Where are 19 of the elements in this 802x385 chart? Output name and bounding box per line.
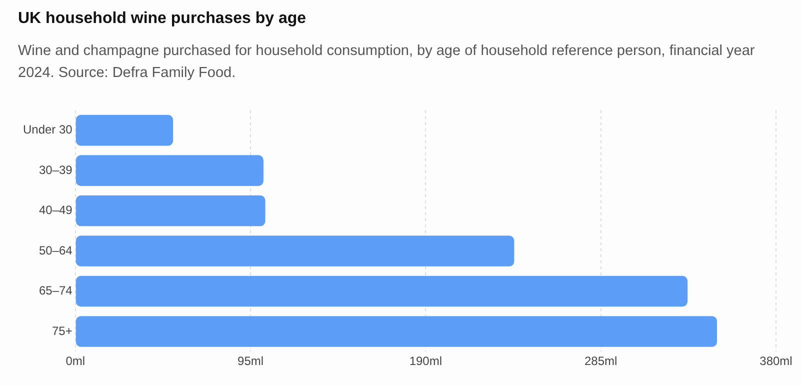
y-tick-label: Under 30 — [22, 122, 73, 137]
chart-title: UK household wine purchases by age — [18, 10, 306, 28]
chart-subtitle: Wine and champagne purchased for household consumption, by age of household reference person, financial year 2024. Source: Defra Family Food. — [18, 42, 756, 83]
bar — [76, 316, 717, 347]
bar — [76, 236, 514, 266]
x-tick-label: 380ml — [760, 354, 792, 368]
x-tick-label: 0ml — [66, 354, 86, 368]
y-tick-label: 50–64 — [38, 243, 73, 258]
y-tick-label: 30–39 — [38, 162, 73, 177]
y-tick-label: 65–74 — [38, 284, 73, 298]
y-tick-label: 40–49 — [38, 203, 73, 218]
x-tick-label: 190ml — [409, 354, 442, 368]
y-tick-label: 75+ — [52, 324, 72, 338]
bar — [76, 195, 266, 226]
bar — [76, 276, 688, 307]
x-tick-label: 285ml — [584, 354, 618, 368]
x-tick-label: 95ml — [238, 354, 264, 368]
bar — [76, 155, 264, 186]
bar — [76, 114, 174, 146]
